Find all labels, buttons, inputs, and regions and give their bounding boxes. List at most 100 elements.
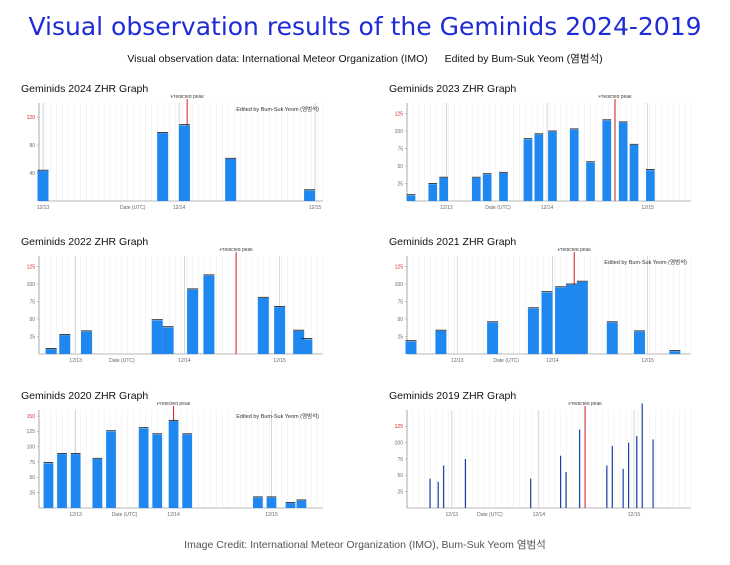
zhr-bar	[304, 190, 316, 201]
zhr-bar	[633, 331, 645, 354]
date-label: 12/13	[69, 512, 82, 518]
y-tick-label: 100	[395, 440, 404, 446]
predicted-peak-label: Predicted peak	[219, 248, 253, 253]
editor-note: Edited by Bum-Suk Yeom (염범석)	[236, 105, 319, 113]
zhr-bar	[203, 275, 215, 354]
zhr-bar	[43, 463, 54, 508]
zhr-bar	[257, 298, 269, 354]
y-tick-label: 75	[29, 299, 35, 305]
date-label: 12/15	[309, 205, 322, 211]
x-axis-label: Date (UTC)	[112, 512, 138, 518]
chart-title: Geminids 2019 ZHR Graph	[389, 390, 517, 402]
zhr-bar	[428, 184, 438, 201]
date-label: 12/13	[37, 205, 50, 211]
zhr-bar	[586, 162, 595, 201]
zhr-bar	[628, 442, 630, 508]
zhr-chart-2021: 25 50 75 100 125 12/13 12/14 12/15 Date (UTC) Pre…	[395, 248, 692, 364]
editor-text: Edited by Bum-Suk Yeom (염범석)	[444, 53, 603, 65]
date-label: 12/13	[440, 205, 453, 211]
y-tick-label: 50	[397, 164, 403, 170]
x-axis-label: Date (UTC)	[477, 512, 503, 518]
date-label: 12/14	[167, 512, 180, 518]
y-tick-label: 120	[27, 115, 36, 121]
zhr-bar	[405, 341, 417, 354]
zhr-bar	[629, 145, 639, 201]
y-tick-label: 100	[395, 282, 404, 288]
zhr-bar	[464, 459, 466, 508]
zhr-bar	[569, 129, 579, 201]
zhr-bar	[641, 403, 643, 508]
x-axis-label: Date (UTC)	[109, 358, 135, 364]
zhr-bar	[439, 177, 448, 201]
zhr-bar	[579, 429, 581, 508]
y-tick-label: 100	[27, 445, 36, 451]
zhr-bar	[669, 351, 681, 354]
zhr-bar	[151, 320, 163, 354]
y-tick-label: 80	[29, 143, 35, 149]
chart-panel-2019: Geminids 2019 ZHR Graph 25 50 75 100 125 12/1…	[389, 390, 719, 525]
chart-title: Geminids 2024 ZHR Graph	[21, 83, 149, 95]
y-tick-label: 50	[397, 317, 403, 323]
chart-panel-2023: Geminids 2023 ZHR Graph 25 50 75 100 125 12/1…	[389, 83, 719, 218]
zhr-bar	[487, 322, 499, 354]
zhr-bar	[152, 434, 163, 508]
zhr-bar	[443, 465, 445, 508]
zhr-bar	[45, 349, 57, 354]
date-label: 12/14	[541, 205, 554, 211]
zhr-bar	[293, 330, 305, 354]
predicted-peak-label: Predicted peak	[598, 95, 632, 100]
zhr-bar	[57, 454, 67, 508]
zhr-bar	[70, 454, 81, 508]
zhr-bar	[482, 174, 492, 201]
predicted-peak-label: Predicted peak	[568, 402, 602, 407]
zhr-bar	[565, 284, 577, 354]
chart-panel-2022: Geminids 2022 ZHR Graph 25 50 75 100 125 12/1…	[21, 236, 351, 371]
zhr-bar	[274, 307, 286, 354]
zhr-bar	[527, 308, 539, 354]
zhr-chart-2020: 25 50 75 100 125 150 12/13 12/14 12/15 Date (UTC)…	[27, 402, 324, 518]
page-subtitle: Visual observation data: International M…	[0, 51, 730, 66]
y-tick-label: 25	[397, 334, 403, 340]
y-tick-label: 50	[397, 473, 403, 479]
y-tick-label: 125	[27, 429, 36, 435]
zhr-bar	[652, 439, 654, 508]
zhr-bar	[435, 330, 447, 354]
zhr-bar	[611, 445, 613, 508]
zhr-bar	[225, 159, 237, 201]
y-tick-label: 100	[395, 129, 404, 135]
zhr-bar	[437, 481, 439, 508]
zhr-bar	[301, 339, 313, 354]
zhr-bar	[138, 428, 149, 508]
date-label: 12/15	[641, 205, 654, 211]
zhr-bar	[296, 500, 307, 508]
y-tick-label: 25	[397, 489, 403, 495]
chart-panel-2021: Geminids 2021 ZHR Graph 25 50 75 100 125 12/1…	[389, 236, 719, 371]
date-label: 12/14	[178, 358, 191, 364]
chart-panel-2024: Geminids 2024 ZHR Graph 40 80 120 12/13 12/1…	[21, 83, 351, 218]
predicted-peak-label: Predicted peak	[170, 95, 204, 100]
date-label: 12/13	[451, 358, 464, 364]
zhr-bar	[606, 322, 618, 354]
y-tick-label: 75	[397, 457, 403, 463]
zhr-bar	[555, 287, 567, 354]
zhr-bar	[471, 177, 481, 201]
y-tick-label: 50	[29, 475, 35, 481]
image-credit: Image Credit: International Meteor Organ…	[184, 539, 546, 551]
y-tick-label: 75	[29, 460, 35, 466]
y-tick-label: 125	[395, 111, 404, 117]
date-label: 12/14	[546, 358, 559, 364]
zhr-chart-2019: 25 50 75 100 125 12/13 12/14 12/15 Date (UTC) Pre…	[395, 402, 692, 518]
chart-title: Geminids 2022 ZHR Graph	[21, 236, 149, 248]
y-tick-label: 40	[29, 171, 35, 177]
zhr-bar	[178, 125, 190, 201]
date-label: 12/15	[641, 358, 654, 364]
zhr-bar	[576, 281, 588, 354]
chart-title: Geminids 2020 ZHR Graph	[21, 390, 149, 402]
zhr-bar	[565, 472, 567, 508]
zhr-bar	[182, 434, 193, 508]
y-tick-label: 50	[29, 317, 35, 323]
y-tick-label: 25	[29, 334, 35, 340]
x-axis-label: Date (UTC)	[120, 205, 146, 211]
editor-note: Edited by Bum-Suk Yeom (염범석)	[236, 412, 319, 420]
y-tick-label: 75	[397, 146, 403, 152]
